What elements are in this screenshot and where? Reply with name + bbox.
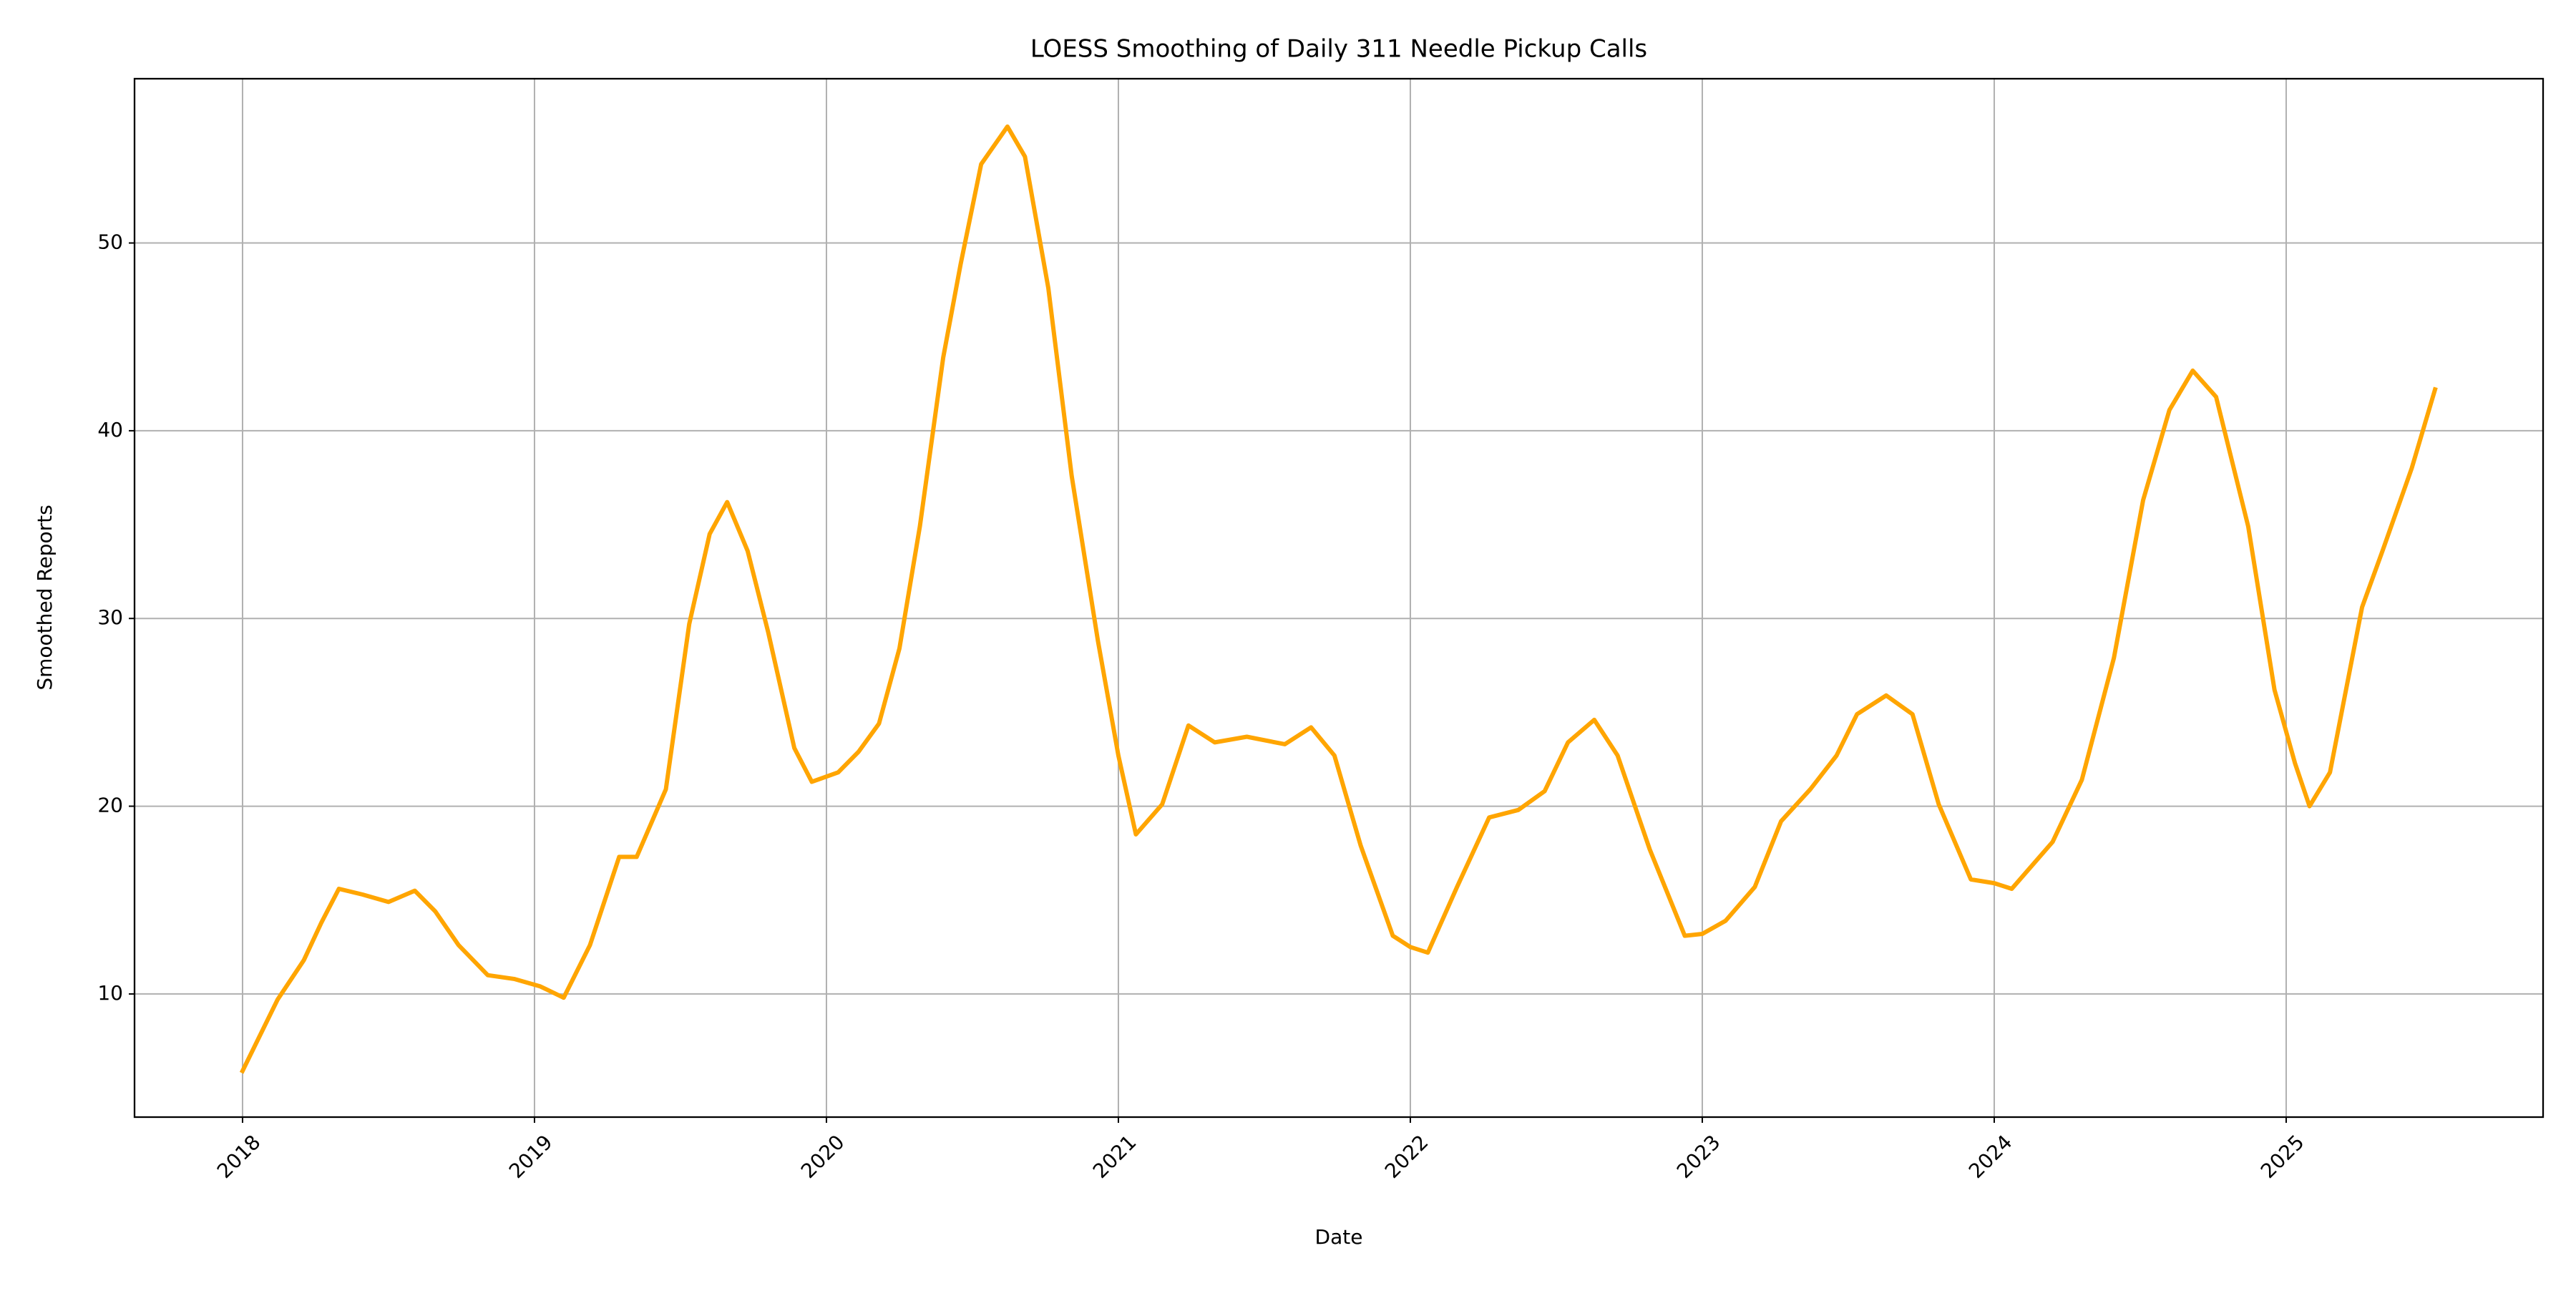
x-axis-label: Date (1315, 1225, 1363, 1249)
y-tick-label: 10 (97, 981, 123, 1005)
y-tick-label: 40 (97, 418, 123, 442)
axes-frame (133, 77, 2545, 1119)
y-axis-label: Smoothed Reports (33, 505, 57, 690)
chart-title: LOESS Smoothing of Daily 311 Needle Pick… (1030, 35, 1647, 64)
data-line (239, 124, 2438, 1074)
y-tick-label: 20 (97, 794, 123, 817)
grid (135, 79, 2543, 1117)
y-tick-label: 50 (97, 230, 123, 254)
y-tick-label: 30 (97, 605, 123, 629)
plot-area (239, 124, 2438, 1074)
